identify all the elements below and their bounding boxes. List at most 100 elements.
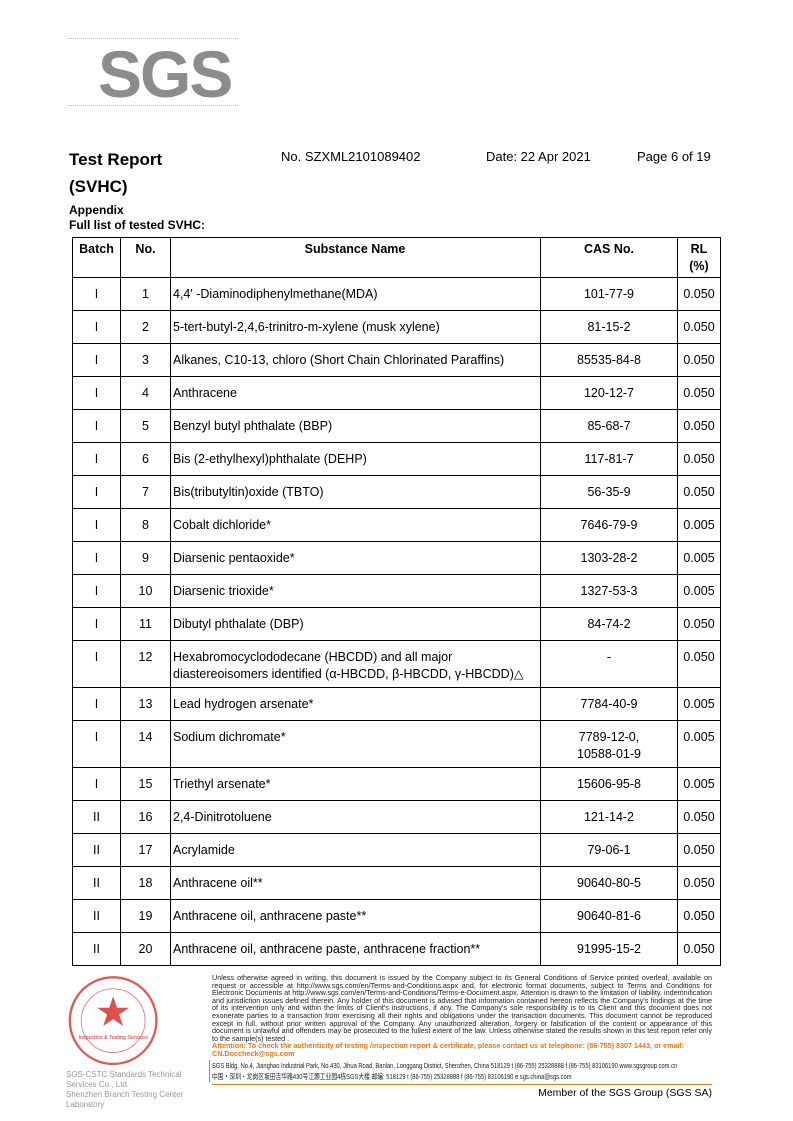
- cell-substance: Bis(tributyltin)oxide (TBTO): [170, 475, 541, 509]
- col-batch: Batch: [72, 237, 121, 278]
- table-row: I 15 Triethyl arsenate* 15606-95-8 0.005: [72, 767, 721, 801]
- col-rl: RL (%): [677, 237, 721, 278]
- cell-batch: I: [72, 475, 121, 509]
- cell-rl: 0.005: [677, 720, 721, 768]
- cell-batch: I: [72, 767, 121, 801]
- cell-rl: 0.005: [677, 687, 721, 721]
- title-line1: Test Report: [69, 150, 163, 169]
- table-row: II 19 Anthracene oil, anthracene paste** 90…: [72, 899, 721, 933]
- cell-cas: 90640-80-5: [540, 866, 678, 900]
- address-english: SGS Bldg, No.4, Jianghao Industrial Park…: [212, 1060, 678, 1070]
- cell-batch: II: [72, 833, 121, 867]
- cell-batch: I: [72, 541, 121, 575]
- cell-substance: Diarsenic pentaoxide*: [170, 541, 541, 575]
- cell-cas: -: [540, 640, 678, 688]
- cell-no: 10: [120, 574, 171, 608]
- cell-cas: 120-12-7: [540, 376, 678, 410]
- cell-cas: 1303-28-2: [540, 541, 678, 575]
- cell-cas: 79-06-1: [540, 833, 678, 867]
- svhc-table: Batch No. Substance Name CAS No. RL (%) …: [72, 237, 721, 966]
- cell-no: 7: [120, 475, 171, 509]
- cell-batch: I: [72, 508, 121, 542]
- cell-cas: 81-15-2: [540, 310, 678, 344]
- col-substance: Substance Name: [170, 237, 541, 278]
- report-title: Test Report (SVHC): [69, 146, 162, 200]
- col-cas: CAS No.: [540, 237, 678, 278]
- cell-rl: 0.050: [677, 475, 721, 509]
- cell-no: 19: [120, 899, 171, 933]
- cell-rl: 0.050: [677, 800, 721, 834]
- cell-batch: II: [72, 866, 121, 900]
- table-header-row: Batch No. Substance Name CAS No. RL (%): [72, 237, 721, 278]
- table-row: II 20 Anthracene oil, anthracene paste, an…: [72, 932, 721, 966]
- address-block: SGS Bldg, No.4, Jianghao Industrial Park…: [209, 1059, 712, 1082]
- cell-no: 14: [120, 720, 171, 768]
- cell-substance: Acrylamide: [170, 833, 541, 867]
- cell-substance: Dibutyl phthalate (DBP): [170, 607, 541, 641]
- cell-rl: 0.005: [677, 767, 721, 801]
- cell-cas: 84-74-2: [540, 607, 678, 641]
- table-row: I 1 4,4' -Diaminodiphenylmethane(MDA) 101-7…: [72, 277, 721, 311]
- cell-rl: 0.050: [677, 442, 721, 476]
- cell-no: 20: [120, 932, 171, 966]
- cell-substance: Diarsenic trioxide*: [170, 574, 541, 608]
- cell-rl: 0.050: [677, 277, 721, 311]
- cell-substance: Anthracene: [170, 376, 541, 410]
- company-name: SGS-CSTC Standards Technical Services Co…: [66, 1070, 182, 1089]
- cell-no: 1: [120, 277, 171, 311]
- cell-no: 2: [120, 310, 171, 344]
- address-chinese: 中国・深圳・龙岗区坂田吉华路430号江灏工业园4栋SGS大楼 邮编: 51812…: [212, 1071, 572, 1081]
- cell-substance: Sodium dichromate*: [170, 720, 541, 768]
- cell-rl: 0.050: [677, 833, 721, 867]
- cell-rl: 0.050: [677, 376, 721, 410]
- cell-cas: 85535-84-8: [540, 343, 678, 377]
- cell-substance: Triethyl arsenate*: [170, 767, 541, 801]
- col-no: No.: [120, 237, 171, 278]
- cell-cas: 101-77-9: [540, 277, 678, 311]
- cell-substance: Hexabromocyclododecane (HBCDD) and all m…: [170, 640, 541, 688]
- company-branch: Shenzhen Branch Testing Center Laborator…: [66, 1090, 184, 1109]
- cell-substance: Anthracene oil**: [170, 866, 541, 900]
- table-row: II 18 Anthracene oil** 90640-80-5 0.050: [72, 866, 721, 900]
- cell-no: 3: [120, 343, 171, 377]
- cell-rl: 0.050: [677, 866, 721, 900]
- footer-divider: [212, 1083, 712, 1085]
- cell-no: 17: [120, 833, 171, 867]
- appendix-heading: Appendix Full list of tested SVHC:: [69, 203, 205, 233]
- cell-substance: Benzyl butyl phthalate (BBP): [170, 409, 541, 443]
- cell-batch: I: [72, 343, 121, 377]
- table-row: I 11 Dibutyl phthalate (DBP) 84-74-2 0.050: [72, 607, 721, 641]
- cell-substance: 4,4' -Diaminodiphenylmethane(MDA): [170, 277, 541, 311]
- cell-batch: I: [72, 310, 121, 344]
- table-row: I 13 Lead hydrogen arsenate* 7784-40-9 0.005: [72, 687, 721, 721]
- page-number: Page 6 of 19: [637, 149, 711, 164]
- cell-batch: I: [72, 607, 121, 641]
- cell-batch: II: [72, 899, 121, 933]
- report-date: Date: 22 Apr 2021: [486, 149, 591, 164]
- sgs-logo: SGS: [68, 37, 240, 116]
- cell-rl: 0.050: [677, 899, 721, 933]
- cell-rl: 0.050: [677, 607, 721, 641]
- authenticity-notice: Attention: To check the authenticity of …: [212, 1041, 684, 1058]
- cell-no: 6: [120, 442, 171, 476]
- cell-rl: 0.005: [677, 508, 721, 542]
- cell-cas: 91995-15-2: [540, 932, 678, 966]
- cell-no: 18: [120, 866, 171, 900]
- cell-no: 16: [120, 800, 171, 834]
- cell-no: 8: [120, 508, 171, 542]
- cell-batch: I: [72, 277, 121, 311]
- cell-cas: 7789-12-0, 10588-01-9: [540, 720, 678, 768]
- table-row: II 17 Acrylamide 79-06-1 0.050: [72, 833, 721, 867]
- cell-batch: II: [72, 932, 121, 966]
- footer: Unless otherwise agreed in writing, this…: [209, 973, 712, 1100]
- title-line2: (SVHC): [69, 177, 128, 196]
- cell-rl: 0.050: [677, 932, 721, 966]
- cell-substance: Anthracene oil, anthracene paste, anthra…: [170, 932, 541, 966]
- cell-rl: 0.050: [677, 640, 721, 688]
- cell-no: 9: [120, 541, 171, 575]
- cell-cas: 15606-95-8: [540, 767, 678, 801]
- disclaimer: Unless otherwise agreed in writing, this…: [212, 973, 712, 1043]
- cell-substance: 2,4-Dinitrotoluene: [170, 800, 541, 834]
- table-row: I 4 Anthracene 120-12-7 0.050: [72, 376, 721, 410]
- table-row: I 7 Bis(tributyltin)oxide (TBTO) 56-35-9 0.0…: [72, 475, 721, 509]
